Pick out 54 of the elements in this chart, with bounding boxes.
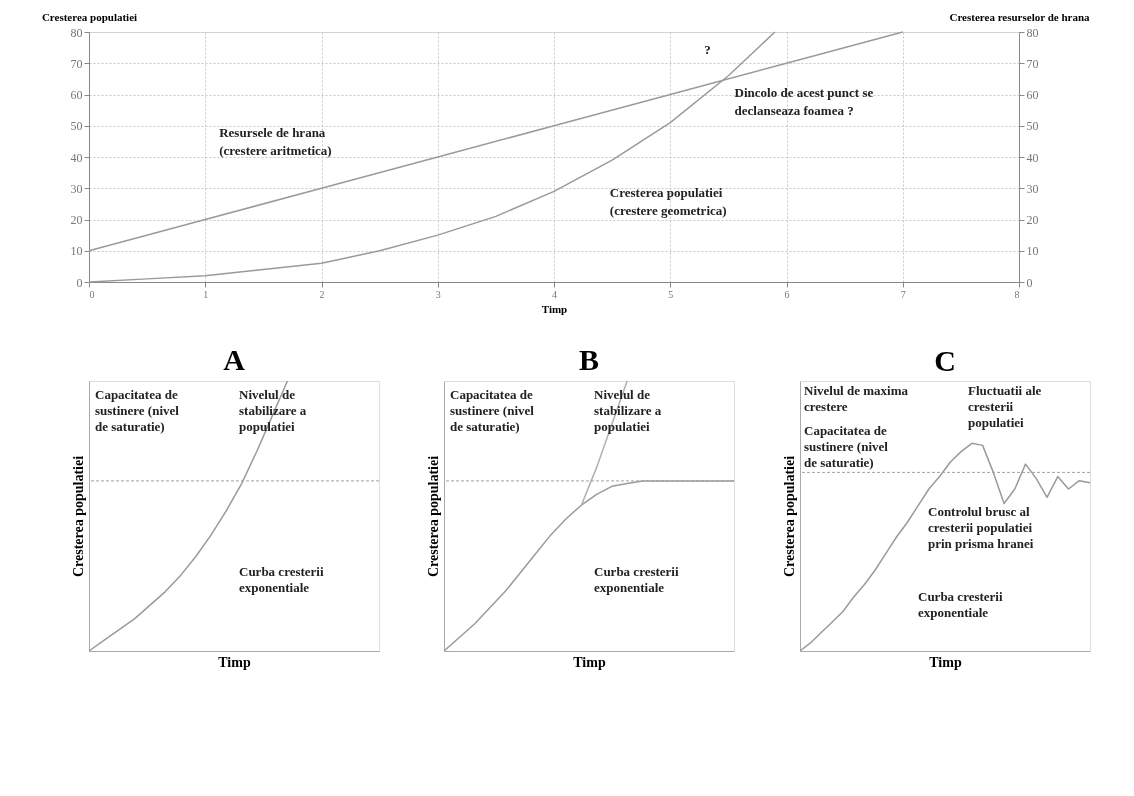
annotation: Capacitatea de sustinere (nivel de saturatie) bbox=[95, 387, 180, 434]
y-tick-label: 20 bbox=[70, 213, 83, 227]
annotation: Capacitatea de sustinere (nivel de saturatie) bbox=[804, 423, 889, 470]
chart-title: B bbox=[578, 343, 600, 377]
y2-tick-label: 20 bbox=[1026, 213, 1039, 227]
x-tick-label: 0 bbox=[89, 288, 95, 300]
y-tick-label: 70 bbox=[70, 56, 83, 71]
x-tick-label: 4 bbox=[552, 288, 557, 300]
y-tick-label: 80 bbox=[70, 25, 83, 40]
annotation: Curba cresterii exponentiale bbox=[918, 589, 1003, 620]
x-tick-label: 7 bbox=[900, 288, 906, 300]
y-axis-title: Cresterea populatiei bbox=[41, 10, 138, 23]
chart-title: C bbox=[934, 344, 956, 377]
annotation: Curba cresterii exponentiale bbox=[239, 564, 324, 595]
x-tick-label: 2 bbox=[319, 288, 325, 300]
text: Nivelul de maxima crestere bbox=[804, 383, 909, 414]
x-axis-title: Timp bbox=[929, 654, 962, 670]
y-tick-label: 50 bbox=[70, 119, 83, 134]
y2-axis-title: Cresterea resurselor de hrana bbox=[949, 10, 1090, 23]
y2-tick-label: 70 bbox=[1026, 56, 1039, 71]
x-tick-label: 3 bbox=[435, 288, 441, 300]
annotation: Curba cresterii exponentiale bbox=[594, 564, 679, 595]
y2-tick-label: 60 bbox=[1026, 88, 1039, 102]
y-tick-label: 60 bbox=[70, 88, 83, 102]
text: Resursele de hrana (crestere aritmetica) bbox=[219, 125, 332, 158]
y2-tick-label: 80 bbox=[1026, 25, 1039, 40]
y2-tick-label: 50 bbox=[1026, 119, 1039, 134]
y-axis-title: Cresterea populatiei bbox=[425, 455, 441, 578]
x-tick-label: 8 bbox=[1014, 288, 1020, 300]
y-tick-label: 40 bbox=[70, 150, 83, 165]
x-tick-label: 6 bbox=[784, 288, 790, 300]
annotation: Capacitatea de sustinere (nivel de saturatie) bbox=[450, 387, 535, 434]
y2-tick-label: 30 bbox=[1026, 181, 1039, 196]
y-axis-title: Cresterea populatiei bbox=[70, 455, 86, 578]
x-tick-label: 1 bbox=[203, 288, 209, 300]
y-tick-label: 10 bbox=[70, 244, 83, 259]
annotation: Dincolo de acest punct se declanseaza foamea ? bbox=[734, 84, 874, 118]
text: Fluctuatii ale cresterii populatiei bbox=[968, 383, 1042, 430]
chart-title: A bbox=[223, 343, 246, 377]
y-axis-title: Cresterea populatiei bbox=[781, 455, 797, 578]
y2-tick-label: 0 bbox=[1026, 275, 1033, 290]
annotation: Nivelul de stabilizare a populatiei bbox=[239, 387, 307, 434]
x-axis-title: Timp bbox=[218, 654, 251, 670]
y2-tick-label: 10 bbox=[1026, 244, 1039, 259]
x-tick-label: 5 bbox=[668, 288, 674, 300]
x-axis-title: Timp bbox=[541, 302, 568, 315]
annotation: Controlul brusc al cresterii populatiei prin prisma hranei bbox=[928, 504, 1034, 551]
y-tick-label: 0 bbox=[76, 275, 83, 290]
y2-tick-label: 40 bbox=[1026, 150, 1039, 165]
annotation: ? bbox=[704, 42, 711, 57]
y-tick-label: 30 bbox=[70, 181, 83, 196]
x-axis-title: Timp bbox=[573, 654, 606, 670]
annotation: Nivelul de stabilizare a populatiei bbox=[594, 387, 662, 434]
series-label: Cresterea populatiei (crestere geometrica) bbox=[609, 185, 727, 218]
